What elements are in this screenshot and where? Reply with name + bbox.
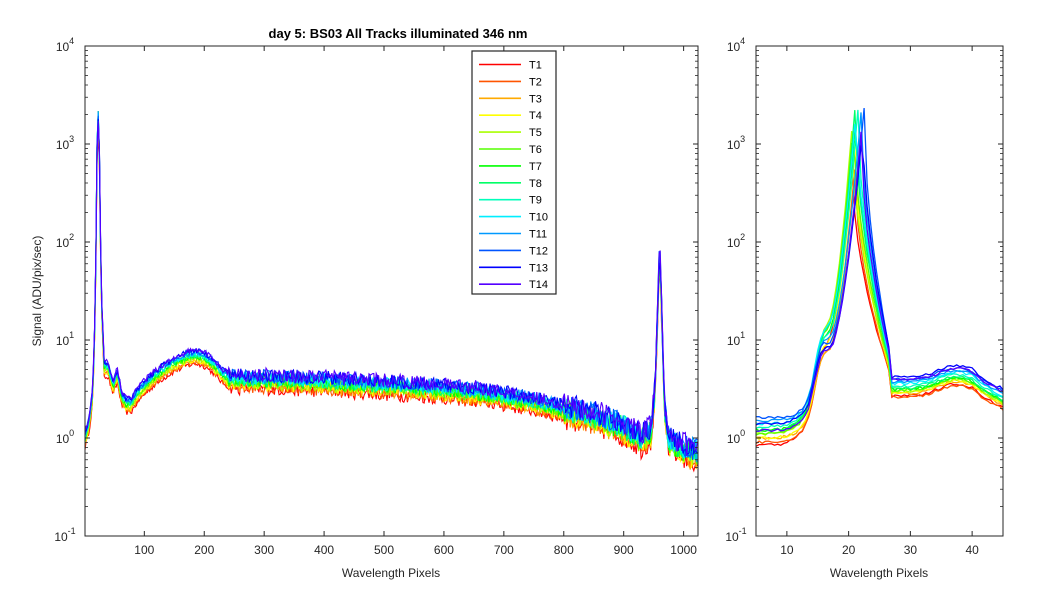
main-x-tick-label: 400 [314, 543, 334, 557]
legend-label-t1: T1 [529, 60, 542, 72]
legend-label-t13: T13 [529, 262, 548, 274]
zoom-x-tick-label: 30 [904, 543, 918, 557]
main-series-line-t14 [84, 120, 698, 457]
chart-title: day 5: BS03 All Tracks illuminated 346 n… [269, 26, 528, 41]
main-axes-box [84, 45, 699, 537]
legend: T1 T2 T3 T4 T5 T6 T7 T8 T9 T10 T11 T12 T13 T14 [471, 50, 557, 295]
main-x-tick-label: 300 [254, 543, 274, 557]
main-x-tick-label: 500 [374, 543, 394, 557]
legend-label-t3: T3 [529, 93, 542, 105]
zoom-series-line-t13 [755, 145, 1004, 426]
main-x-tick-label: 600 [434, 543, 454, 557]
zoom-x-tick-label: 40 [965, 543, 979, 557]
main-x-axis-label: Wavelength Pixels [342, 566, 440, 580]
main-x-tick-label: 100 [134, 543, 154, 557]
zoom-x-tick-label: 20 [842, 543, 856, 557]
zoom-series-line-t2 [755, 169, 1004, 445]
legend-label-t5: T5 [529, 127, 542, 139]
main-x-ticks: 100 200 300 400 500 600 700 800 900 1000 [134, 46, 697, 557]
zoom-axes-box [755, 45, 1004, 537]
legend-label-t9: T9 [529, 195, 542, 207]
main-x-tick-label: 200 [194, 543, 214, 557]
legend-label-t12: T12 [529, 245, 548, 257]
main-x-tick-label: 900 [614, 543, 634, 557]
main-x-tick-label: 800 [554, 543, 574, 557]
legend-label-t7: T7 [529, 161, 542, 173]
main-x-tick-label: 1000 [670, 543, 697, 557]
legend-label-t2: T2 [529, 76, 542, 88]
main-series-lines [84, 110, 698, 473]
zoom-series-line-t14 [756, 131, 1004, 433]
legend-label-t8: T8 [529, 178, 542, 190]
legend-label-t6: T6 [529, 144, 542, 156]
legend-label-t11: T11 [529, 229, 547, 241]
legend-box [471, 50, 557, 295]
zoom-x-axis-label: Wavelength Pixels [830, 566, 928, 580]
main-x-tick-label: 700 [494, 543, 514, 557]
main-plot-area [85, 46, 698, 536]
legend-label-t4: T4 [529, 110, 542, 122]
legend-items: T1 T2 T3 T4 T5 T6 T7 T8 T9 T10 T11 T12 T13 T14 [479, 60, 548, 291]
zoom-series-line-t8 [755, 110, 1003, 433]
legend-label-t14: T14 [529, 279, 548, 291]
main-y-axis-label: Signal (ADU/pix/sec) [30, 236, 44, 347]
main-plot-panel: 100 200 300 400 500 600 700 800 900 1000 10-11001… [30, 36, 699, 580]
zoom-series-lines [755, 107, 1004, 447]
zoom-x-tick-label: 10 [780, 543, 794, 557]
zoom-x-ticks: 10 20 30 40 [780, 46, 979, 557]
legend-label-t10: T10 [529, 212, 548, 224]
